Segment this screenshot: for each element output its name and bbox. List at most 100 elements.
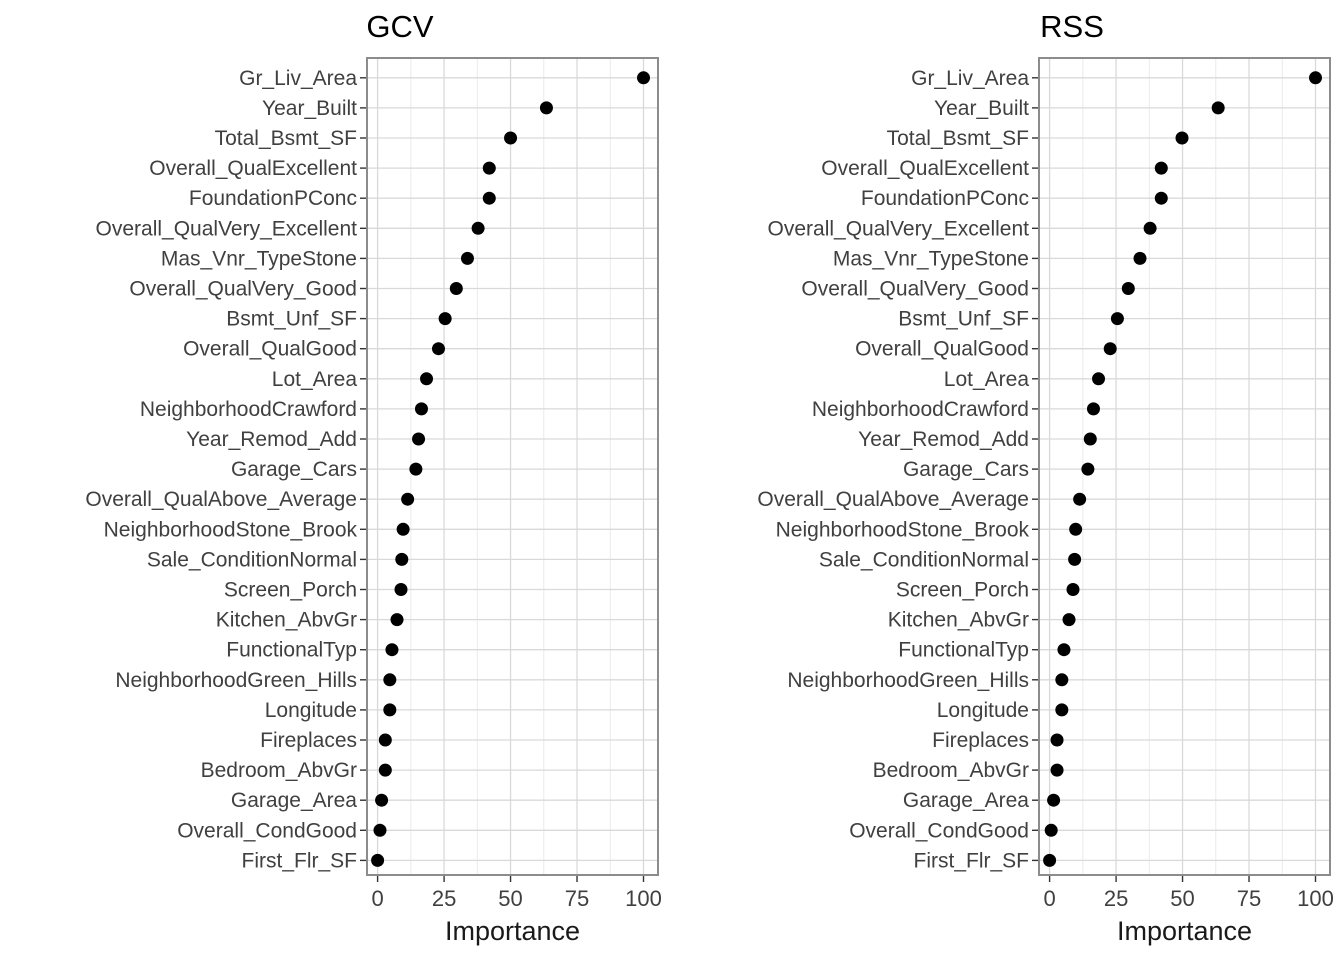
data-point — [375, 793, 389, 807]
category-label: Garage_Area — [903, 789, 1029, 812]
data-point — [431, 342, 445, 356]
x-tick-label: 50 — [498, 886, 522, 911]
x-tick-label: 25 — [432, 886, 456, 911]
data-point — [1047, 793, 1061, 807]
category-label: Garage_Area — [231, 789, 357, 812]
rss-chart-canvas: Gr_Liv_Area Year_Built Total_Bsmt_SF Overal… — [757, 9, 1334, 946]
category-label: Lot_Area — [272, 368, 358, 391]
category-label: Overall_QualAbove_Average — [85, 488, 357, 511]
category-label: Garage_Cars — [231, 458, 357, 481]
data-point — [395, 552, 409, 566]
data-point — [637, 71, 650, 85]
category-label: Kitchen_AbvGr — [216, 609, 357, 632]
data-point — [373, 823, 387, 837]
category-label: Overall_QualAbove_Average — [757, 488, 1029, 511]
category-label: Total_Bsmt_SF — [215, 127, 357, 150]
category-label: Sale_ConditionNormal — [147, 548, 357, 571]
data-point — [482, 161, 496, 175]
data-point — [1062, 613, 1076, 627]
data-point — [396, 522, 410, 536]
data-point — [1103, 342, 1117, 356]
data-point — [1057, 643, 1071, 657]
category-label: Lot_Area — [944, 368, 1030, 391]
data-point — [460, 251, 474, 265]
gcv-plot: Gr_Liv_Area Year_Built Total_Bsmt_SF Overal… — [85, 9, 662, 946]
data-point — [383, 673, 397, 687]
category-label: Mas_Vnr_TypeStone — [161, 247, 357, 270]
category-label: Kitchen_AbvGr — [888, 609, 1029, 632]
category-label: Total_Bsmt_SF — [887, 127, 1029, 150]
data-point — [1081, 462, 1095, 476]
x-tick-label: 100 — [1297, 886, 1334, 911]
data-point — [1121, 282, 1135, 295]
gcv-chart-canvas: Gr_Liv_Area Year_Built Total_Bsmt_SF Overal… — [85, 9, 661, 946]
category-label: Bsmt_Unf_SF — [898, 308, 1029, 331]
data-point — [1083, 432, 1097, 446]
category-label: Mas_Vnr_TypeStone — [833, 247, 1029, 270]
category-label: Year_Remod_Add — [186, 428, 357, 451]
x-axis-title: Importance — [445, 916, 580, 946]
category-label: Overall_QualVery_Good — [129, 278, 357, 301]
plot-title: GCV — [366, 9, 434, 44]
x-tick-label: 75 — [565, 886, 589, 911]
data-point — [1055, 703, 1069, 717]
data-point — [471, 221, 485, 235]
data-point — [1050, 733, 1064, 747]
data-point — [394, 583, 408, 596]
x-tick-label: 0 — [371, 886, 383, 911]
category-label: Screen_Porch — [896, 579, 1029, 602]
panel-border — [366, 57, 659, 876]
category-label: FoundationPConc — [189, 187, 357, 210]
x-tick-label: 25 — [1104, 886, 1128, 911]
category-label: Longitude — [937, 699, 1029, 722]
category-label: First_Flr_SF — [914, 849, 1030, 872]
category-label: Overall_QualVery_Excellent — [96, 217, 358, 240]
data-point — [1154, 191, 1168, 205]
category-label: Screen_Porch — [224, 579, 357, 602]
category-label: Overall_QualExcellent — [821, 157, 1029, 180]
data-point — [1211, 101, 1225, 115]
data-point — [383, 703, 397, 717]
category-label: Overall_CondGood — [177, 819, 357, 842]
category-label: Year_Built — [262, 97, 357, 120]
data-point — [1050, 763, 1064, 777]
data-point — [412, 432, 426, 446]
category-label: First_Flr_SF — [242, 849, 358, 872]
x-tick-label: 50 — [1170, 886, 1194, 911]
data-point — [438, 312, 452, 326]
data-point — [409, 462, 423, 476]
plot-title: RSS — [1040, 9, 1104, 44]
category-label: Gr_Liv_Area — [239, 67, 357, 90]
category-label: Bedroom_AbvGr — [201, 759, 357, 782]
data-point — [378, 733, 392, 747]
data-point — [1154, 161, 1168, 175]
data-point — [504, 131, 518, 145]
data-point — [1086, 402, 1100, 416]
data-point — [1044, 823, 1058, 837]
category-label: NeighborhoodCrawford — [140, 398, 357, 421]
category-label: FunctionalTyp — [226, 639, 357, 662]
category-label: Sale_ConditionNormal — [819, 548, 1029, 571]
data-point — [401, 492, 415, 506]
category-label: Fireplaces — [260, 729, 357, 752]
category-label: NeighborhoodGreen_Hills — [787, 669, 1029, 692]
x-tick-label: 75 — [1237, 886, 1261, 911]
data-point — [1068, 552, 1082, 566]
category-label: FoundationPConc — [861, 187, 1029, 210]
data-point — [1055, 673, 1069, 687]
category-label: Overall_CondGood — [849, 819, 1029, 842]
category-label: Bsmt_Unf_SF — [226, 308, 357, 331]
data-point — [449, 282, 463, 295]
data-point — [1043, 853, 1057, 867]
panel-border — [1038, 57, 1331, 876]
category-label: Bedroom_AbvGr — [873, 759, 1029, 782]
category-label: Year_Built — [934, 97, 1029, 120]
data-point — [482, 191, 496, 205]
data-point — [1066, 583, 1080, 596]
x-tick-label: 0 — [1043, 886, 1055, 911]
data-point — [414, 402, 428, 416]
category-label: Overall_QualGood — [183, 338, 357, 361]
data-point — [1092, 372, 1106, 386]
category-label: Overall_QualVery_Excellent — [768, 217, 1030, 240]
